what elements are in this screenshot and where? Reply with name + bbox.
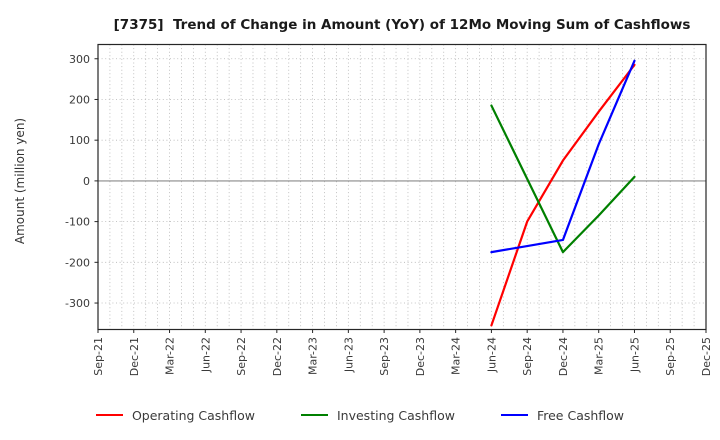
x-tick-label: Sep-22 xyxy=(235,337,248,376)
free-cashflow-line-swatch xyxy=(500,413,528,417)
operating-cashflow-line-swatch xyxy=(95,413,123,417)
legend-item-free-cashflow: Free Cashflow xyxy=(500,407,625,423)
y-tick-label: -300 xyxy=(65,297,90,310)
x-tick-label: Mar-24 xyxy=(450,337,463,375)
y-tick-label: -200 xyxy=(65,256,90,269)
y-tick-label: 300 xyxy=(69,53,90,66)
x-tick-label: Mar-25 xyxy=(593,337,606,375)
x-tick-label: Sep-23 xyxy=(378,337,391,376)
series-line-investing-cashflow xyxy=(490,104,636,254)
x-tick-label: Dec-23 xyxy=(414,337,427,376)
x-tick-label: Sep-21 xyxy=(92,337,105,376)
x-tick-label: Jun-22 xyxy=(199,337,212,373)
y-tick-label: 100 xyxy=(69,134,90,147)
x-tick-label: Jun-23 xyxy=(342,337,355,373)
x-tick-label: Sep-24 xyxy=(521,337,534,376)
y-tick-label: -100 xyxy=(65,216,90,229)
plot-border xyxy=(97,43,707,331)
legend-label: Investing Cashflow xyxy=(336,407,455,423)
chart-title: [7375] Trend of Change in Amount (YoY) o… xyxy=(113,17,691,33)
x-tick-label: Dec-21 xyxy=(128,337,141,376)
investing-cashflow-line-swatch xyxy=(300,413,328,417)
series-line-free-cashflow xyxy=(490,59,636,254)
x-tick-label: Dec-24 xyxy=(557,337,570,376)
x-tick-label: Jun-25 xyxy=(628,337,641,373)
x-tick-label: Mar-22 xyxy=(164,337,177,375)
x-tick-label: Mar-23 xyxy=(307,337,320,375)
legend-label: Operating Cashflow xyxy=(131,407,255,423)
legend: Operating Cashflow Investing Cashflow Fr… xyxy=(0,403,720,427)
legend-item-investing-cashflow: Investing Cashflow xyxy=(300,407,455,423)
x-tick-label: Dec-22 xyxy=(271,337,284,376)
series-line-operating-cashflow xyxy=(490,63,636,327)
legend-item-operating-cashflow: Operating Cashflow xyxy=(95,407,255,423)
y-tick-label: 200 xyxy=(69,93,90,106)
x-tick-label: Dec-25 xyxy=(700,337,713,376)
legend-label: Free Cashflow xyxy=(536,407,625,423)
x-tick-label: Jun-24 xyxy=(485,337,498,373)
x-tick-label: Sep-25 xyxy=(664,337,677,376)
y-tick-label: 0 xyxy=(83,175,90,188)
